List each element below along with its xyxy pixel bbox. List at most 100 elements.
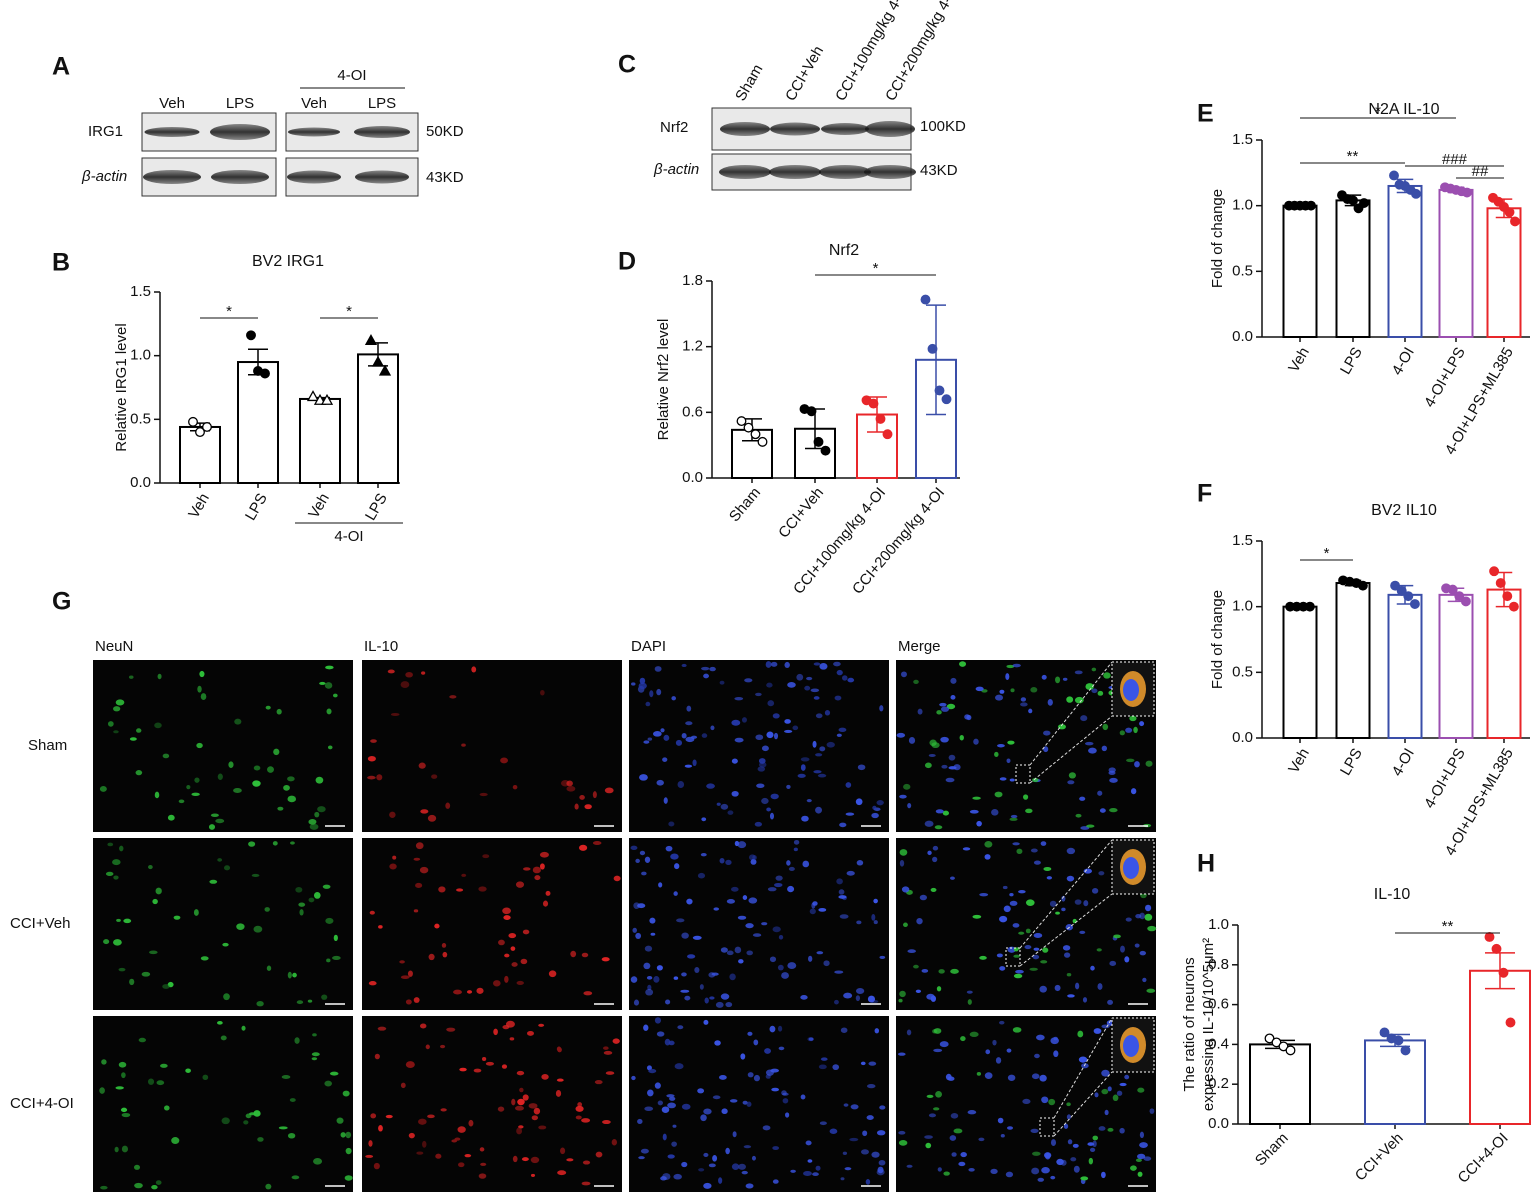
cell	[273, 748, 280, 756]
cell	[1143, 1156, 1152, 1161]
cell	[253, 765, 261, 771]
cell	[1063, 1123, 1069, 1129]
data-point	[882, 429, 893, 440]
cell	[459, 1067, 467, 1072]
cell	[1041, 1167, 1050, 1174]
cell	[121, 1112, 131, 1118]
cell	[123, 918, 132, 924]
cell	[1007, 946, 1016, 953]
cell	[836, 733, 842, 737]
cell	[1033, 860, 1041, 865]
cell	[387, 669, 395, 674]
cell	[510, 946, 516, 951]
cell	[692, 935, 702, 940]
cell	[995, 694, 1004, 701]
cell	[298, 902, 306, 907]
cell	[726, 898, 736, 904]
data-point	[875, 413, 886, 424]
x-tick-label: 4-OI	[1389, 745, 1418, 779]
cell	[767, 887, 777, 892]
x-tick-label: LPS	[242, 490, 271, 523]
bar	[1335, 199, 1371, 338]
cell	[1031, 1167, 1040, 1175]
cell	[566, 785, 576, 792]
cell	[1036, 1034, 1045, 1041]
data-point	[1357, 580, 1368, 591]
cell	[1137, 1171, 1143, 1177]
cell	[197, 685, 202, 693]
cell	[522, 929, 530, 935]
cell	[504, 953, 510, 958]
cell	[898, 998, 903, 1003]
cell	[1073, 1165, 1080, 1173]
cell	[681, 1161, 688, 1168]
cell	[950, 968, 959, 974]
micrograph-column-label: NeuN	[95, 638, 133, 655]
cell	[1119, 730, 1125, 736]
cell	[530, 1173, 536, 1177]
cell	[800, 757, 810, 762]
cell	[896, 732, 906, 738]
y-tick-label: 1.0	[130, 347, 151, 364]
cell	[545, 890, 551, 896]
cell	[962, 847, 971, 851]
cell	[703, 1152, 709, 1158]
blot-band	[287, 170, 341, 184]
cell	[533, 1107, 541, 1115]
cell	[670, 853, 679, 860]
cell	[663, 734, 670, 741]
cell	[115, 1086, 124, 1090]
data-point	[1504, 207, 1515, 218]
cell	[120, 1107, 128, 1113]
cell	[438, 886, 446, 893]
cell	[806, 799, 812, 803]
cell	[932, 1029, 938, 1034]
data-point	[378, 364, 392, 376]
cell	[186, 785, 191, 790]
cell	[720, 993, 730, 1000]
cell	[1063, 952, 1071, 958]
cell	[712, 1095, 721, 1100]
cell	[413, 857, 421, 861]
cell	[1067, 1139, 1073, 1145]
cell	[654, 1017, 662, 1024]
cell	[813, 696, 820, 700]
cell	[713, 907, 720, 911]
cell	[299, 909, 304, 916]
cell	[706, 783, 715, 789]
cell	[516, 980, 524, 986]
cell	[1067, 780, 1075, 785]
cell	[1097, 983, 1103, 990]
cell	[215, 818, 225, 824]
cell	[408, 1132, 415, 1139]
cell	[639, 850, 646, 856]
cell	[112, 859, 121, 866]
cell	[899, 990, 906, 998]
cell	[575, 1105, 584, 1112]
cell	[1012, 663, 1021, 668]
data-point	[1306, 200, 1316, 211]
cell	[1032, 954, 1040, 960]
cell	[734, 737, 744, 743]
cell	[287, 776, 295, 782]
cell	[557, 1047, 562, 1053]
cell	[734, 696, 744, 701]
cell	[1009, 900, 1018, 906]
bar	[237, 361, 279, 484]
cell	[781, 972, 789, 979]
cell	[368, 1140, 373, 1147]
cell	[1099, 808, 1106, 813]
cell	[449, 695, 457, 699]
cell	[557, 1170, 567, 1176]
cell	[782, 1098, 789, 1104]
cell	[1125, 917, 1132, 922]
cell	[967, 1110, 977, 1115]
micrograph	[362, 660, 622, 832]
cell	[365, 1154, 374, 1158]
cell	[697, 872, 706, 879]
cell	[750, 859, 757, 865]
cell	[708, 1163, 716, 1168]
significance-label: **	[1347, 148, 1359, 165]
cell	[839, 822, 847, 828]
data-point	[757, 436, 768, 447]
